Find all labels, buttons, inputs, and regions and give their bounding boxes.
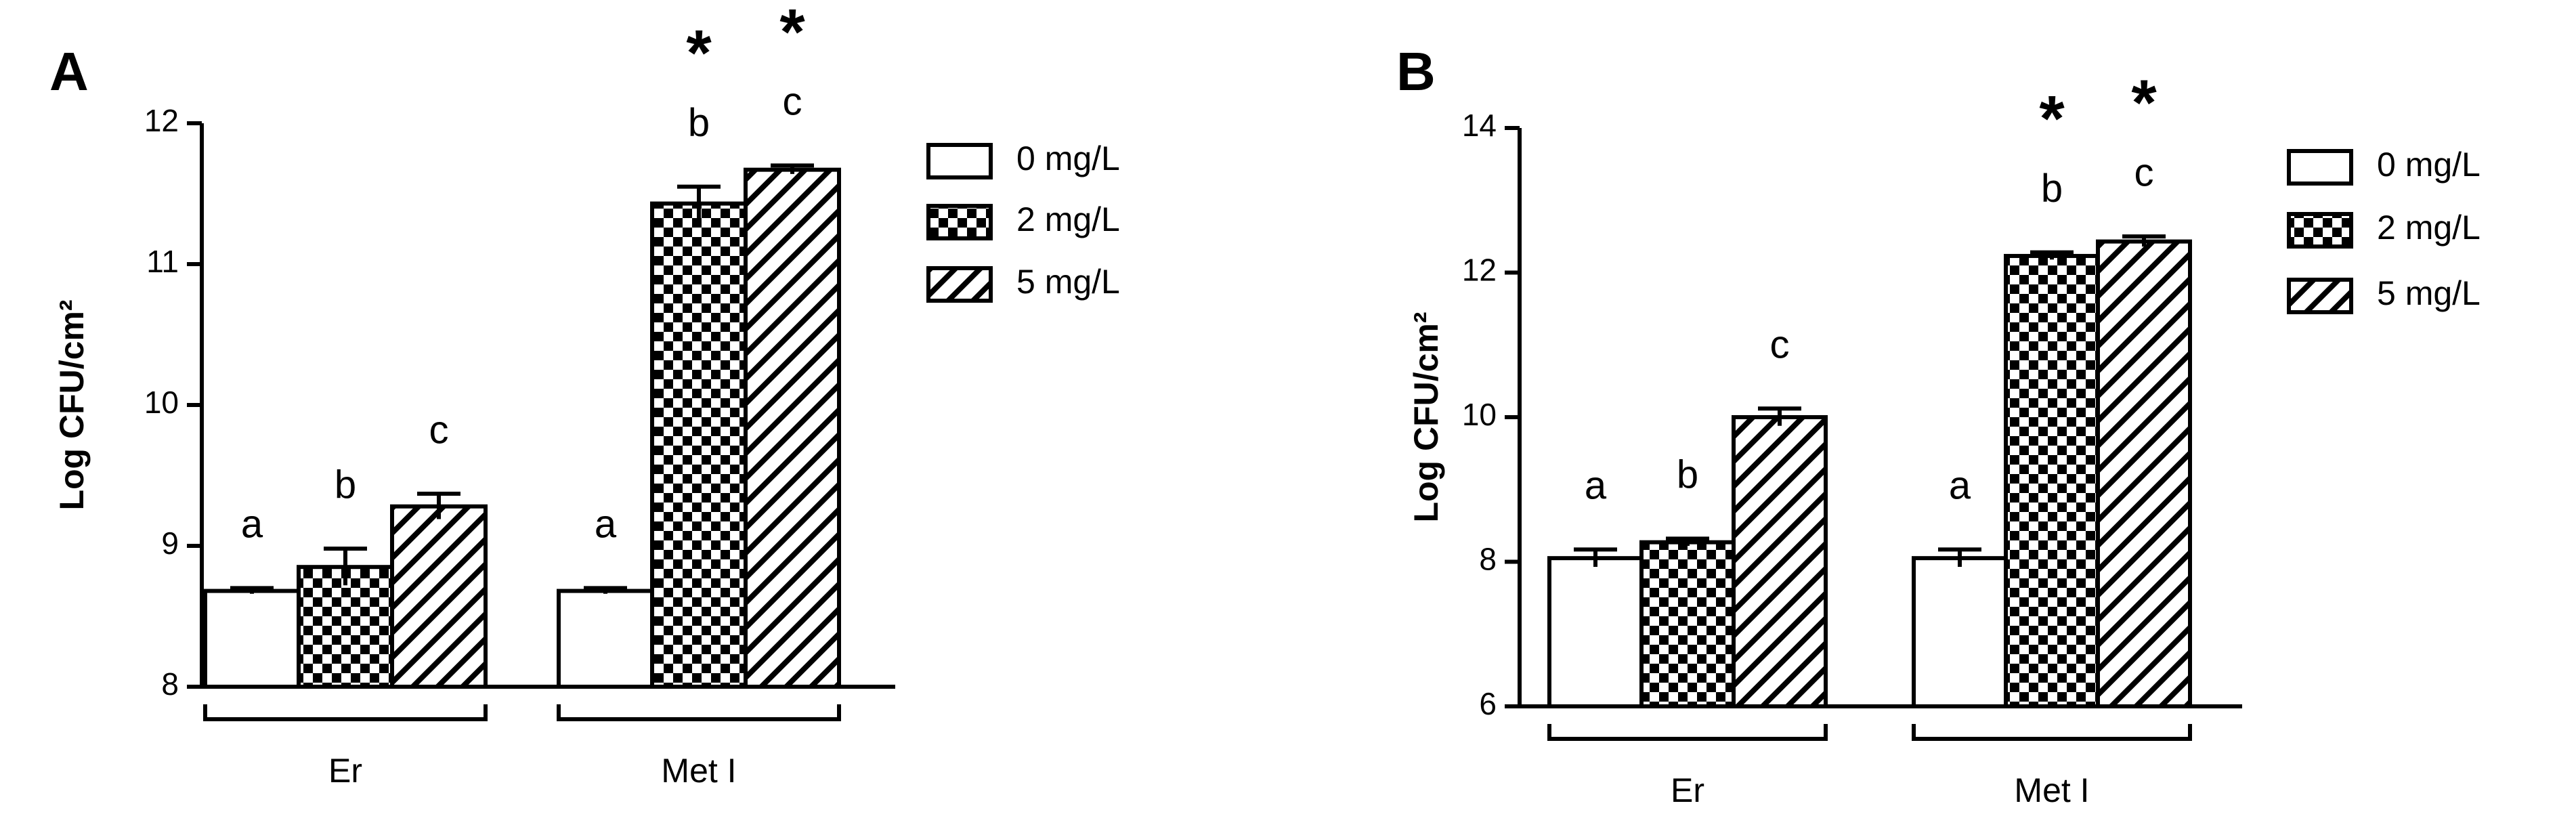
- bar: [557, 589, 654, 689]
- y-tick-label: 11: [146, 244, 179, 279]
- y-tick-label: 12: [144, 103, 179, 138]
- significance-star: *: [686, 17, 712, 89]
- legend-swatch: [926, 143, 993, 179]
- error-bar: [677, 184, 721, 221]
- bar: [2096, 239, 2192, 709]
- significance-star: *: [2039, 83, 2065, 155]
- legend-label: 2 mg/L: [2377, 209, 2481, 247]
- error-bar: [2030, 250, 2074, 260]
- legend-label: 5 mg/L: [1016, 263, 1120, 301]
- x-tick-label: Met I: [661, 752, 736, 790]
- bar: [390, 504, 488, 689]
- y-tick-label: 9: [161, 526, 179, 561]
- y-tick-label: 10: [144, 385, 179, 420]
- legend-swatch: [926, 266, 993, 303]
- bar: [2004, 253, 2100, 708]
- panel-label: A: [49, 41, 89, 102]
- significance-letter: c: [429, 408, 449, 452]
- x-tick-label: Er: [1671, 771, 1704, 809]
- y-tick-label: 14: [1462, 108, 1497, 143]
- group-bracket: [1912, 724, 2192, 741]
- legend-swatch: [926, 204, 993, 240]
- significance-letter: a: [1949, 464, 1971, 508]
- error-bar: [1666, 536, 1709, 547]
- y-tick-label: 8: [1479, 542, 1497, 577]
- bar: [1912, 556, 2008, 708]
- significance-letter: c: [783, 80, 802, 124]
- bar: [1732, 415, 1828, 708]
- bar: [650, 201, 748, 689]
- error-bar: [1574, 547, 1617, 567]
- group-bracket: [203, 704, 488, 721]
- significance-letter: a: [595, 503, 617, 547]
- y-axis-label: Log CFU/cm²: [1407, 312, 1445, 522]
- significance-letter: c: [2134, 150, 2154, 194]
- error-bar: [1938, 547, 1981, 567]
- legend-label: 2 mg/L: [1016, 200, 1120, 238]
- significance-letter: b: [688, 101, 710, 145]
- error-bar: [417, 492, 460, 519]
- y-axis-label: Log CFU/cm²: [53, 299, 91, 510]
- significance-star: *: [779, 0, 805, 68]
- significance-letter: a: [1585, 464, 1607, 508]
- bar: [203, 589, 301, 689]
- significance-letter: b: [2041, 167, 2063, 211]
- y-tick-label: 12: [1462, 253, 1497, 288]
- legend-swatch: [2287, 212, 2353, 249]
- error-bar: [230, 586, 274, 594]
- significance-letter: c: [1770, 323, 1790, 367]
- legend-swatch: [2287, 149, 2353, 186]
- legend-label: 0 mg/L: [2377, 146, 2481, 184]
- significance-letter: b: [1677, 453, 1698, 497]
- y-tick-label: 8: [161, 666, 179, 702]
- bar: [1547, 556, 1644, 708]
- significance-letter: a: [241, 503, 263, 547]
- bar: [744, 167, 841, 689]
- group-bracket: [557, 704, 841, 721]
- group-bracket: [1547, 724, 1828, 741]
- significance-letter: b: [335, 463, 356, 507]
- error-bar: [2122, 234, 2166, 247]
- legend-swatch: [2287, 278, 2353, 314]
- error-bar: [1758, 406, 1801, 426]
- error-bar: [771, 163, 814, 174]
- legend-label: 5 mg/L: [2377, 274, 2481, 312]
- x-tick-label: Met I: [2014, 771, 2089, 809]
- x-tick-label: Er: [328, 752, 362, 790]
- legend-label: 0 mg/L: [1016, 140, 1120, 177]
- error-bar: [584, 586, 627, 594]
- significance-star: *: [2131, 66, 2157, 139]
- bar: [1639, 540, 1736, 708]
- y-tick-label: 6: [1479, 686, 1497, 721]
- panel-label: B: [1396, 41, 1436, 102]
- y-tick-label: 10: [1462, 397, 1497, 432]
- error-bar: [324, 547, 367, 586]
